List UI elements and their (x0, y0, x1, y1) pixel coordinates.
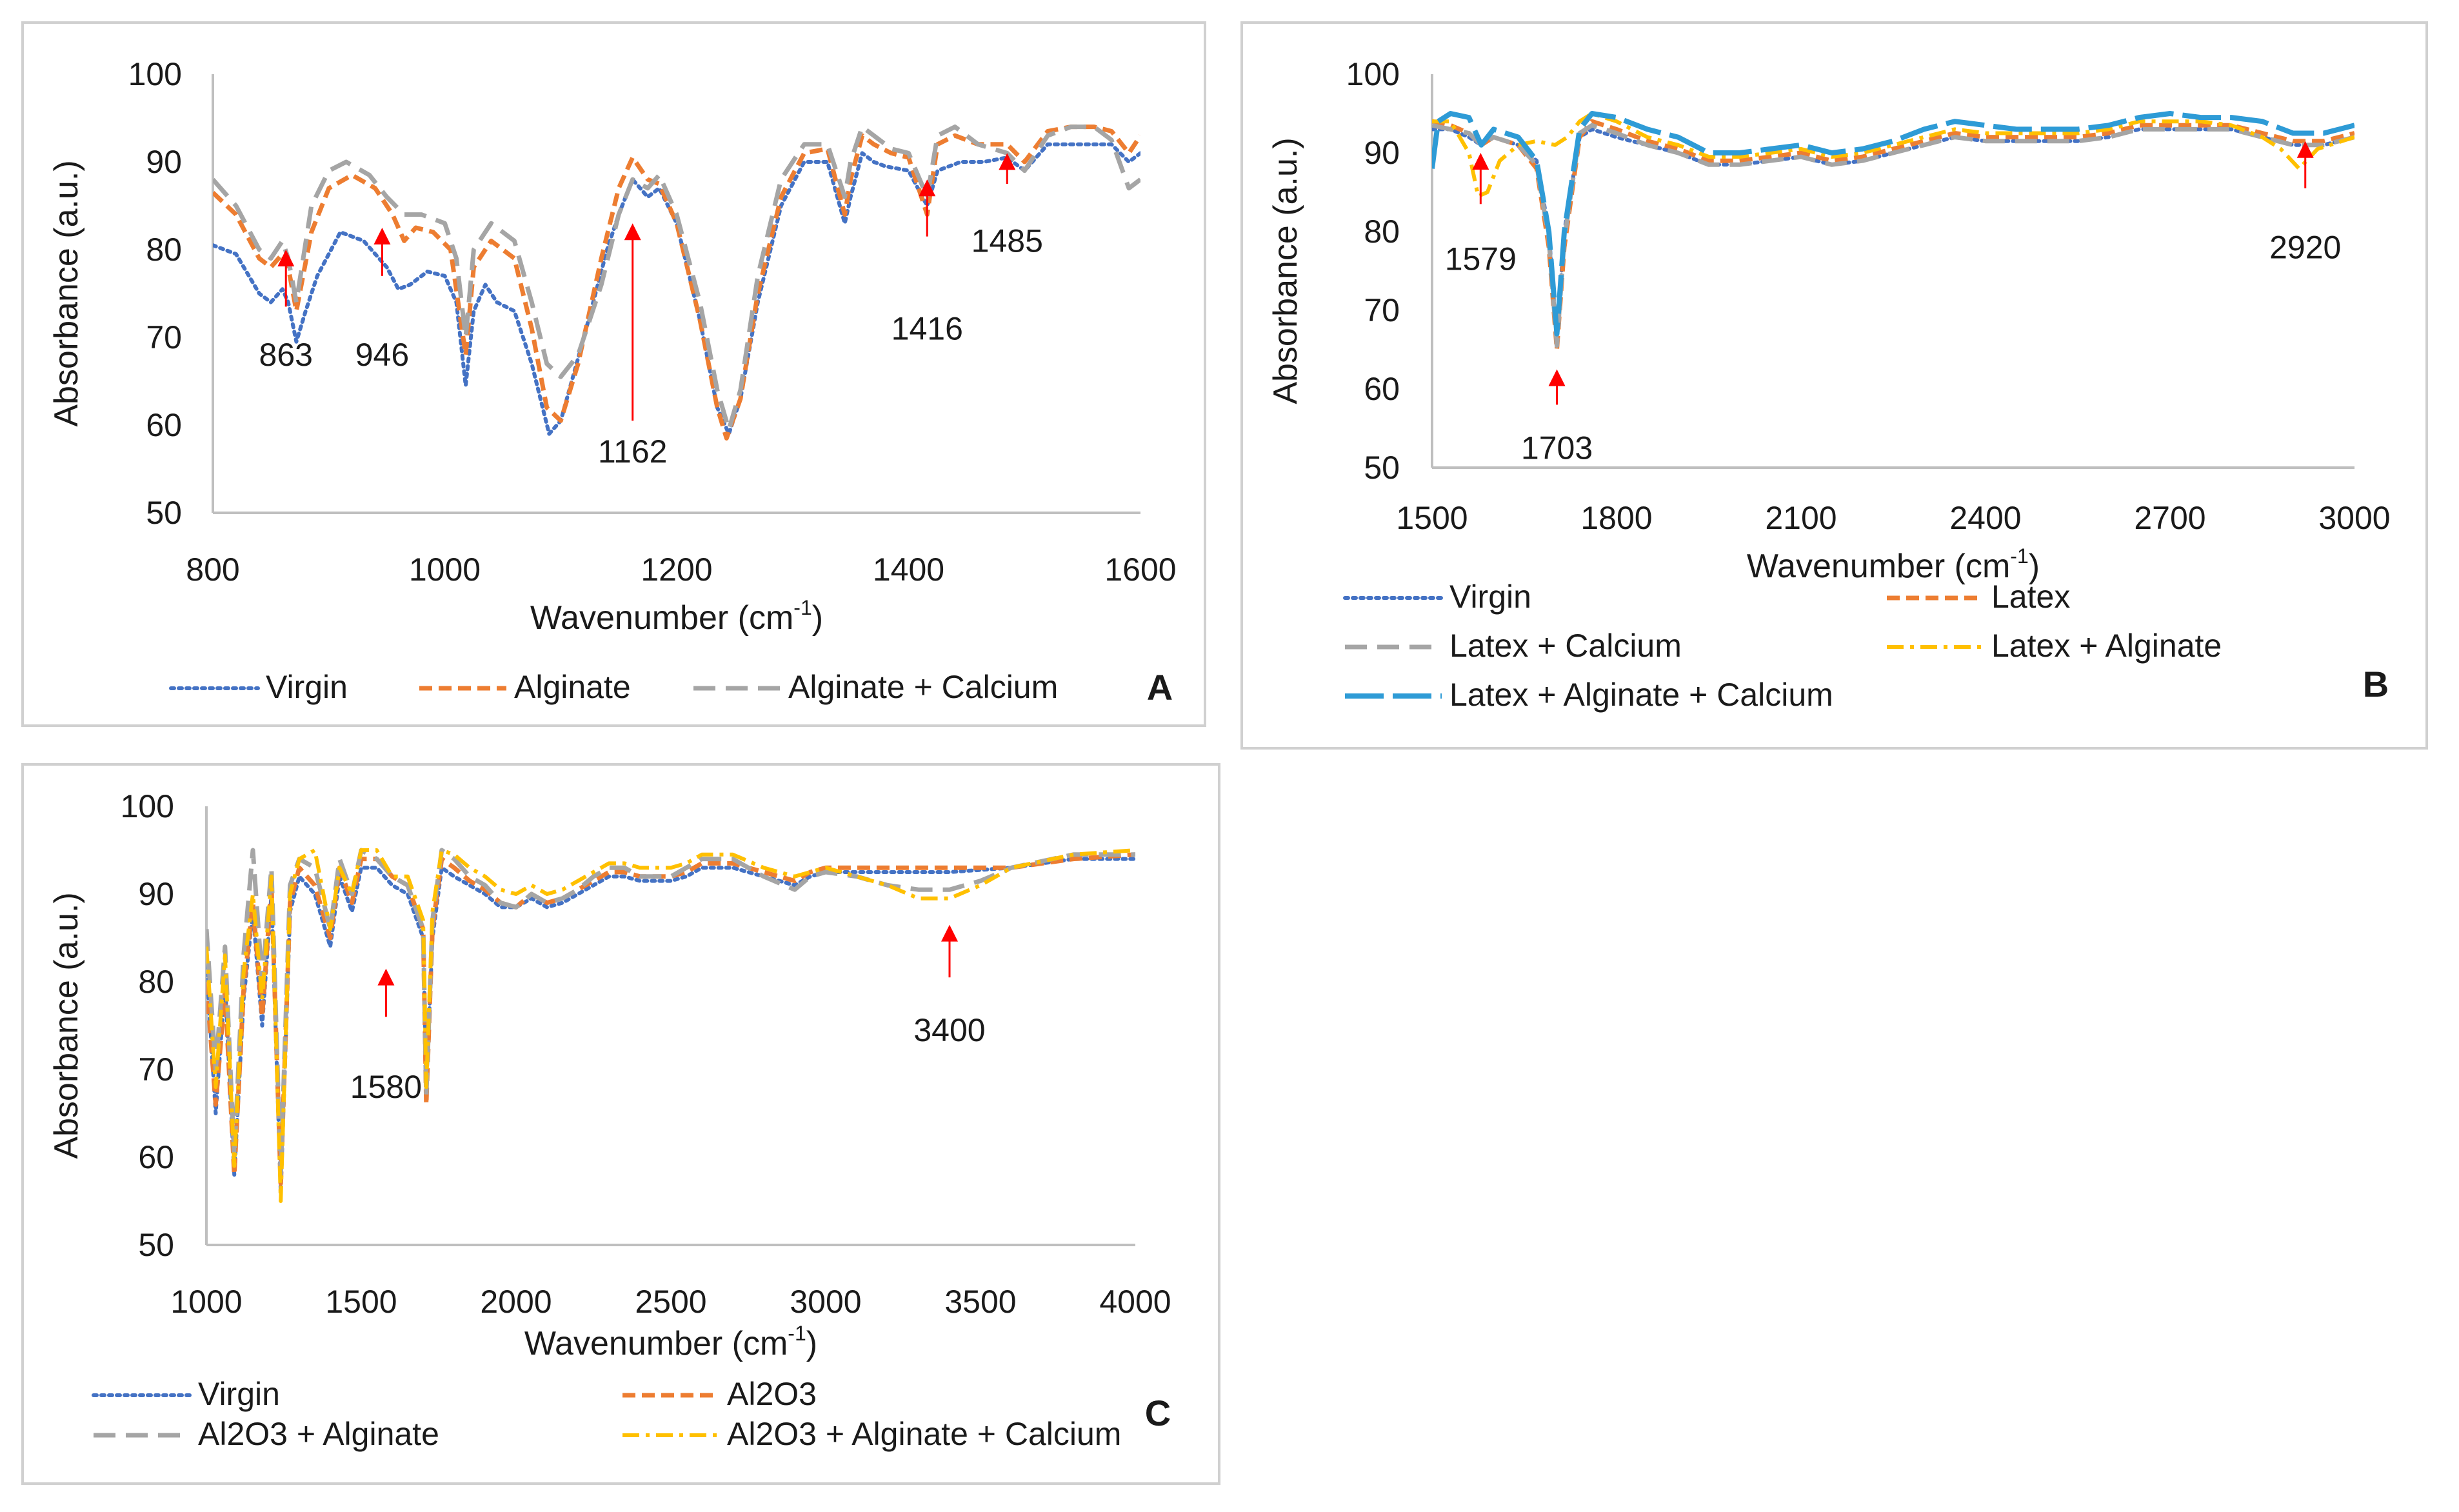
annotation-arrow-head (941, 924, 958, 942)
y-tick-label: 70 (1364, 292, 1400, 328)
x-tick-label: 4000 (1099, 1284, 1171, 1320)
series-line-al2o3-alginate (206, 848, 1135, 1177)
series-line-virgin (213, 142, 1140, 436)
y-tick-label: 80 (1364, 214, 1400, 250)
annotation-arrow-head (999, 153, 1016, 170)
x-tick-label: 1000 (409, 552, 481, 588)
x-tick-label: 1500 (325, 1284, 397, 1320)
annotation-label: 1580 (350, 1069, 422, 1105)
x-tick-label: 2500 (635, 1284, 706, 1320)
y-axis-title: Absorbance (a.u.) (48, 892, 85, 1159)
y-tick-label: 60 (138, 1139, 174, 1175)
y-tick-label: 100 (128, 56, 182, 92)
legend-entry: Alginate (514, 669, 631, 705)
y-tick-label: 50 (1364, 450, 1400, 486)
x-tick-label: 1400 (873, 552, 944, 588)
x-tick-label: 2700 (2134, 500, 2205, 536)
legend-entry: Virgin (198, 1376, 280, 1412)
annotation-label: 1416 (891, 310, 963, 346)
series-line-latex-calcium (1432, 123, 2354, 348)
annotation-label: 1485 (971, 223, 1043, 259)
x-axis-title: Wavenumber (cm-1) (524, 1322, 817, 1362)
x-axis-title: Wavenumber (cm-1) (1747, 544, 2040, 585)
y-tick-label: 100 (1346, 56, 1400, 92)
panel-frame (1240, 21, 2428, 750)
annotation-arrow-head (624, 223, 641, 241)
legend-entry: Virgin (1449, 579, 1531, 615)
y-tick-label: 50 (138, 1227, 174, 1263)
y-tick-label: 80 (146, 232, 182, 268)
y-tick-label: 90 (138, 876, 174, 912)
panel-b: 50 60 70 80 90 100 1500 1800 2100 2400 2700 3000 Wav… (1240, 21, 2428, 750)
annotation-arrow-head (2296, 141, 2314, 158)
series-line-al2o3-alginate-calcium (206, 848, 1135, 1203)
panel-frame (21, 763, 1220, 1485)
x-tick-label: 1500 (1396, 500, 1468, 536)
y-tick-label: 80 (138, 964, 174, 1000)
annotation-arrow-head (1472, 153, 1489, 170)
annotation-arrow-head (277, 250, 295, 266)
y-axis-title: Absorbance (a.u.) (1267, 137, 1304, 404)
legend-entry: Latex + Calcium (1449, 628, 1682, 664)
legend-entry: Al2O3 + Alginate + Calcium (727, 1416, 1121, 1452)
annotation-arrow-head (373, 228, 391, 244)
annotation-label: 863 (259, 337, 313, 373)
legend-entry: Latex + Alginate (1991, 628, 2222, 664)
legend-entry: Virgin (266, 669, 348, 705)
legend-entry: Latex + Alginate + Calcium (1449, 677, 1833, 713)
x-tick-label: 2000 (480, 1284, 552, 1320)
x-tick-label: 1000 (170, 1284, 242, 1320)
annotation-label: 2920 (2269, 229, 2341, 265)
legend-entry: Latex (1991, 579, 2070, 615)
legend-entry: Al2O3 (727, 1376, 817, 1412)
x-axis-title: Wavenumber (cm-1) (530, 596, 823, 637)
legend: Virgin Al2O3 Al2O3 + Alginate Al2O3 + Algin… (92, 1376, 1121, 1452)
x-tick-label: 1600 (1104, 552, 1176, 588)
x-tick-label: 800 (186, 552, 239, 588)
y-tick-label: 70 (146, 319, 182, 355)
x-tick-label: 1200 (641, 552, 712, 588)
x-tick-label: 2400 (1949, 500, 2021, 536)
legend: Virgin Latex Latex + Calcium Latex + Algina… (1343, 579, 2222, 713)
y-tick-label: 90 (146, 144, 182, 180)
y-tick-label: 100 (121, 788, 174, 824)
y-tick-label: 60 (146, 407, 182, 443)
y-tick-label: 90 (1364, 135, 1400, 171)
panel-letter: C (1145, 1393, 1171, 1433)
x-tick-label: 1800 (1580, 500, 1652, 536)
y-axis-title: Absorbance (a.u.) (48, 160, 85, 426)
annotation-label: 3400 (913, 1012, 985, 1048)
y-tick-label: 70 (138, 1051, 174, 1088)
panel-letter: B (2363, 664, 2389, 704)
panel-frame (21, 21, 1206, 727)
panel-letter: A (1147, 667, 1173, 708)
y-tick-label: 50 (146, 495, 182, 531)
annotation-label: 1703 (1521, 430, 1593, 466)
legend: Virgin Alginate Alginate + Calcium (169, 669, 1058, 705)
series-line-latex-alginate-calcium (1432, 111, 2354, 337)
x-tick-label: 3000 (2318, 500, 2390, 536)
x-tick-label: 2100 (1765, 500, 1837, 536)
annotation-arrow-head (1548, 369, 1566, 386)
panel-c: 50 60 70 80 90 100 1000 1500 2000 2500 3000 3500 400… (21, 763, 1220, 1485)
panel-a: 50 60 70 80 90 100 800 1000 1200 1400 1600 Wavenumb… (21, 21, 1206, 727)
x-tick-label: 3500 (944, 1284, 1016, 1320)
x-tick-label: 3000 (790, 1284, 861, 1320)
annotation-label: 1579 (1445, 241, 1517, 277)
annotation-label: 946 (355, 337, 409, 373)
legend-entry: Al2O3 + Alginate (198, 1416, 439, 1452)
legend-entry: Alginate + Calcium (788, 669, 1058, 705)
annotation-arrow-head (377, 968, 395, 986)
annotation-arrow-head (919, 179, 936, 197)
y-tick-label: 60 (1364, 371, 1400, 407)
series-line-alginate-calcium (213, 124, 1140, 432)
annotation-label: 1162 (598, 433, 668, 470)
